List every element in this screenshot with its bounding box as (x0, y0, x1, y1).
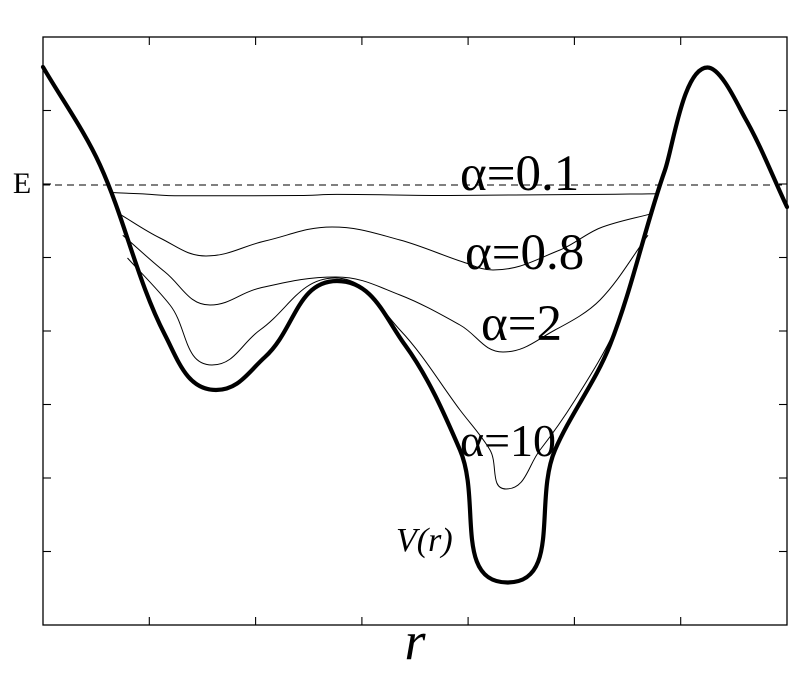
svg-text:r: r (404, 611, 426, 671)
svg-text:E: E (13, 167, 31, 200)
svg-text:α=2: α=2 (481, 296, 562, 352)
svg-text:α=0.8: α=0.8 (465, 225, 584, 281)
svg-text:α=10: α=10 (460, 415, 556, 466)
svg-text:α=0.1: α=0.1 (460, 146, 579, 202)
svg-text:V(r): V(r) (396, 522, 453, 559)
